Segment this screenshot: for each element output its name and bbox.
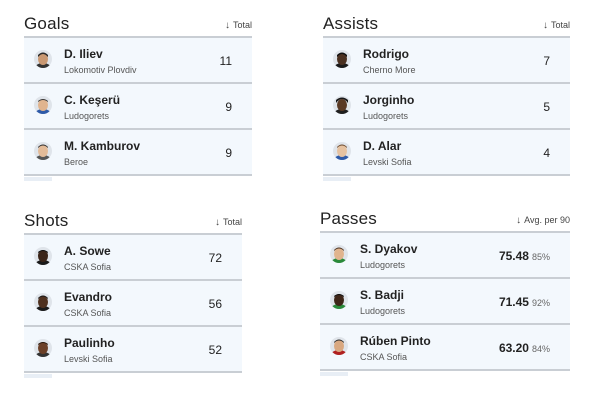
player-avatar-icon: [330, 245, 348, 263]
sort-down-arrow-icon: ↓: [214, 217, 220, 228]
goals-footer-tab: [24, 177, 52, 181]
shots-row[interactable]: A. Sowe CSKA Sofia 72: [24, 235, 242, 281]
player-value: 52: [208, 343, 222, 357]
shots-header: Shots ↓ Total: [24, 211, 242, 233]
shots-footer-tab: [24, 374, 52, 378]
assists-row[interactable]: Jorginho Ludogorets 5: [323, 84, 570, 130]
player-avatar-icon: [330, 337, 348, 355]
player-value-number: 71.45: [498, 295, 529, 309]
player-value: 56: [208, 297, 222, 311]
player-value: 4: [543, 146, 550, 160]
player-club: Levski Sofia: [64, 354, 113, 364]
shots-sort-control[interactable]: ↓ Total: [215, 217, 242, 228]
player-club: CSKA Sofia: [64, 308, 112, 318]
player-value-number: 75.48: [498, 249, 529, 263]
assists-card: Assists ↓ Total Rodrigo Cherno More 7 Jor…: [323, 14, 570, 181]
player-avatar-icon: [34, 50, 52, 68]
passes-card: Passes ↓ Avg. per 90 S. Dyakov Ludogorets…: [320, 209, 570, 376]
player-name: A. Sowe: [64, 244, 111, 258]
shots-row[interactable]: Evandro CSKA Sofia 56: [24, 281, 242, 327]
goals-row[interactable]: D. Iliev Lokomotiv Plovdiv 11: [24, 38, 252, 84]
goals-header: Goals ↓ Total: [24, 14, 252, 36]
player-club: CSKA Sofia: [360, 352, 408, 362]
player-avatar-icon: [333, 50, 351, 68]
player-avatar-icon: [34, 339, 52, 357]
player-name: M. Kamburov: [64, 139, 141, 153]
passes-footer-tab: [320, 372, 348, 376]
player-value-percent: 84%: [531, 344, 550, 354]
player-name: S. Badji: [360, 288, 405, 302]
player-value: 5: [543, 100, 550, 114]
player-avatar-icon: [34, 142, 52, 160]
player-avatar-icon: [34, 247, 52, 265]
player-club: Beroe: [64, 157, 89, 167]
shots-metric-label: Total: [222, 217, 242, 227]
player-club: Ludogorets: [64, 111, 110, 121]
player-value: 9: [225, 146, 232, 160]
goals-sort-control[interactable]: ↓ Total: [225, 20, 252, 31]
player-avatar-icon: [330, 291, 348, 309]
player-value: 72: [208, 251, 222, 265]
shots-title: Shots: [24, 211, 69, 230]
assists-title: Assists: [323, 14, 379, 33]
player-name: D. Alar: [363, 139, 402, 153]
player-name: Jorginho: [363, 93, 415, 107]
passes-row[interactable]: S. Badji Ludogorets 71.45 92%: [320, 279, 570, 325]
passes-header: Passes ↓ Avg. per 90: [320, 209, 570, 231]
player-value: 11: [219, 54, 232, 68]
assists-header: Assists ↓ Total: [323, 14, 570, 36]
shots-list: A. Sowe CSKA Sofia 72 Evandro CSKA Sofia…: [24, 233, 242, 373]
player-value: 71.45 92%: [499, 295, 550, 309]
passes-row[interactable]: Rúben Pinto CSKA Sofia 63.20 84%: [320, 325, 570, 371]
player-club: Ludogorets: [360, 260, 406, 270]
player-name: Rúben Pinto: [360, 334, 431, 348]
player-club: Levski Sofia: [363, 157, 412, 167]
player-value: 9: [225, 100, 232, 114]
assists-row[interactable]: Rodrigo Cherno More 7: [323, 38, 570, 84]
player-value-percent: 92%: [531, 298, 550, 308]
player-avatar-icon: [34, 293, 52, 311]
player-club: Lokomotiv Plovdiv: [64, 65, 137, 75]
player-avatar-icon: [34, 96, 52, 114]
shots-card: Shots ↓ Total A. Sowe CSKA Sofia 72 Evand…: [24, 211, 242, 378]
goals-metric-label: Total: [232, 20, 252, 30]
player-name: D. Iliev: [64, 47, 103, 61]
player-avatar-icon: [333, 142, 351, 160]
player-value-percent: 85%: [531, 252, 550, 262]
shots-row[interactable]: Paulinho Levski Sofia 52: [24, 327, 242, 373]
sort-down-arrow-icon: ↓: [516, 215, 522, 226]
player-name: S. Dyakov: [360, 242, 418, 256]
player-name: Paulinho: [64, 336, 115, 350]
goals-card: Goals ↓ Total D. Iliev Lokomotiv Plovdiv …: [24, 14, 252, 181]
assists-sort-control[interactable]: ↓ Total: [543, 20, 570, 31]
sort-down-arrow-icon: ↓: [224, 20, 230, 31]
assists-list: Rodrigo Cherno More 7 Jorginho Ludogoret…: [323, 36, 570, 176]
player-club: Cherno More: [363, 65, 416, 75]
player-value: 7: [543, 54, 550, 68]
assists-row[interactable]: D. Alar Levski Sofia 4: [323, 130, 570, 176]
assists-footer-tab: [323, 177, 351, 181]
player-club: Ludogorets: [360, 306, 406, 316]
player-value: 75.48 85%: [499, 249, 550, 263]
assists-metric-label: Total: [550, 20, 570, 30]
passes-list: S. Dyakov Ludogorets 75.48 85% S. Badji L…: [320, 231, 570, 371]
player-club: CSKA Sofia: [64, 262, 112, 272]
player-club: Ludogorets: [363, 111, 409, 121]
passes-title: Passes: [320, 209, 377, 228]
goals-row[interactable]: C. Keşerü Ludogorets 9: [24, 84, 252, 130]
passes-sort-control[interactable]: ↓ Avg. per 90: [516, 215, 570, 226]
player-name: Evandro: [64, 290, 113, 304]
player-value-number: 63.20: [498, 341, 529, 355]
player-name: C. Keşerü: [64, 93, 121, 107]
player-name: Rodrigo: [363, 47, 409, 61]
goals-row[interactable]: M. Kamburov Beroe 9: [24, 130, 252, 176]
passes-row[interactable]: S. Dyakov Ludogorets 75.48 85%: [320, 233, 570, 279]
goals-list: D. Iliev Lokomotiv Plovdiv 11 C. Keşerü …: [24, 36, 252, 176]
goals-title: Goals: [24, 14, 70, 33]
passes-metric-label: Avg. per 90: [524, 215, 570, 225]
sort-down-arrow-icon: ↓: [542, 20, 548, 31]
player-value: 63.20 84%: [499, 341, 550, 355]
player-avatar-icon: [333, 96, 351, 114]
